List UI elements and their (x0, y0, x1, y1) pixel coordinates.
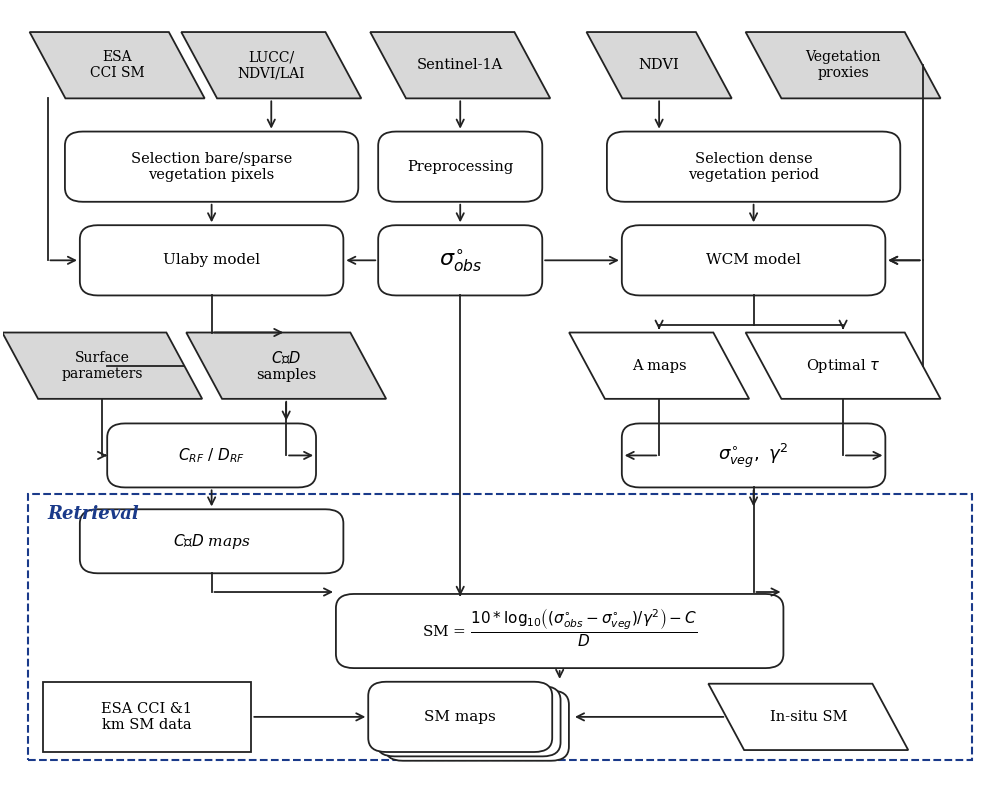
Text: ESA CCI &1
km SM data: ESA CCI &1 km SM data (101, 702, 192, 732)
FancyBboxPatch shape (65, 131, 358, 202)
Text: SM = $\dfrac{10*\log_{10}\!\left((\sigma^{\circ}_{obs}-\sigma^{\circ}_{veg})/\ga: SM = $\dfrac{10*\log_{10}\!\left((\sigma… (422, 607, 697, 649)
Text: Vegetation
proxies: Vegetation proxies (805, 50, 881, 80)
Polygon shape (587, 32, 732, 98)
FancyBboxPatch shape (368, 681, 552, 752)
Polygon shape (2, 332, 202, 399)
Polygon shape (569, 332, 749, 399)
FancyBboxPatch shape (80, 226, 343, 296)
Text: ESA
CCI SM: ESA CCI SM (90, 50, 144, 80)
FancyBboxPatch shape (336, 594, 783, 668)
FancyBboxPatch shape (377, 686, 561, 756)
Text: $C$、$D$ maps: $C$、$D$ maps (173, 532, 250, 551)
FancyBboxPatch shape (622, 424, 885, 487)
Bar (43, 681, 251, 752)
Text: LUCC/
NDVI/LAI: LUCC/ NDVI/LAI (238, 50, 305, 80)
Text: $C$、$D$
samples: $C$、$D$ samples (256, 349, 316, 382)
FancyBboxPatch shape (622, 226, 885, 296)
Text: A maps: A maps (632, 358, 686, 373)
Text: WCM model: WCM model (706, 253, 801, 267)
FancyBboxPatch shape (378, 226, 542, 296)
Text: Retrieval: Retrieval (48, 505, 139, 523)
Text: Preprocessing: Preprocessing (407, 160, 513, 174)
Text: Selection dense
vegetation period: Selection dense vegetation period (688, 152, 819, 182)
Text: Sentinel-1A: Sentinel-1A (417, 58, 503, 72)
Text: $\sigma^{\circ}_{obs}$: $\sigma^{\circ}_{obs}$ (439, 247, 482, 274)
FancyBboxPatch shape (385, 691, 569, 761)
Polygon shape (708, 684, 908, 750)
Text: SM maps: SM maps (424, 710, 496, 724)
Polygon shape (370, 32, 550, 98)
FancyBboxPatch shape (80, 509, 343, 573)
Text: Selection bare/sparse
vegetation pixels: Selection bare/sparse vegetation pixels (131, 152, 292, 182)
Polygon shape (746, 32, 941, 98)
Polygon shape (746, 332, 941, 399)
Text: $C_{RF}\ /\ D_{RF}$: $C_{RF}\ /\ D_{RF}$ (178, 446, 245, 465)
Text: Ulaby model: Ulaby model (163, 253, 260, 267)
FancyBboxPatch shape (107, 424, 316, 487)
Text: NDVI: NDVI (639, 58, 679, 72)
Polygon shape (181, 32, 361, 98)
FancyBboxPatch shape (607, 131, 900, 202)
Text: Surface
parameters: Surface parameters (61, 351, 143, 380)
Text: In-situ SM: In-situ SM (770, 710, 847, 724)
Text: $\sigma^{\circ}_{veg},\ \gamma^{2}$: $\sigma^{\circ}_{veg},\ \gamma^{2}$ (718, 441, 789, 469)
Polygon shape (186, 332, 386, 399)
Polygon shape (30, 32, 205, 98)
FancyBboxPatch shape (378, 131, 542, 202)
Text: Optimal $\tau$: Optimal $\tau$ (806, 357, 880, 375)
